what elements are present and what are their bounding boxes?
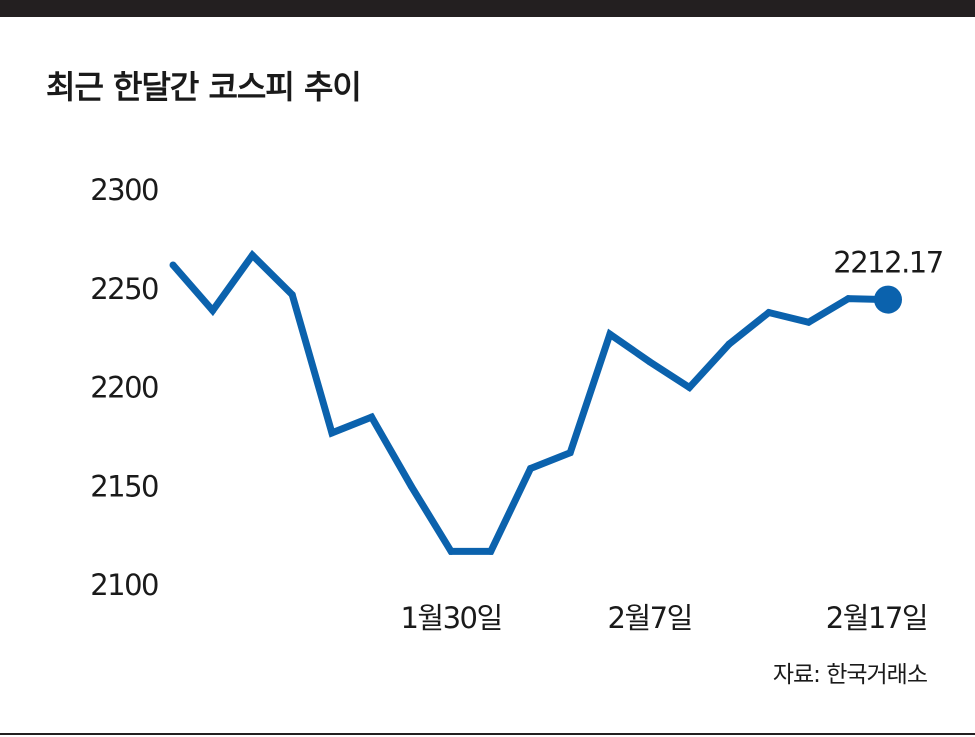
data-point xyxy=(685,384,693,391)
x-tick-label: 2월7일 xyxy=(608,601,692,635)
top-bar xyxy=(0,0,975,17)
data-point xyxy=(209,307,217,314)
source-note: 자료: 한국거래소 xyxy=(772,662,928,688)
x-tick-label: 2월17일 xyxy=(826,601,927,635)
data-point xyxy=(328,429,336,437)
chart-title: 최근 한달간 코스피 추이 xyxy=(46,68,362,106)
y-axis: 2300 2250 2200 2150 2100 xyxy=(90,173,159,602)
y-tick-label: 2250 xyxy=(90,272,158,306)
data-point xyxy=(805,318,813,326)
data-point xyxy=(725,340,733,348)
data-point xyxy=(566,449,574,457)
y-tick-label: 2100 xyxy=(90,568,158,602)
x-axis: 1월30일 2월7일 2월17일 xyxy=(400,601,928,635)
data-point xyxy=(169,261,177,269)
data-point xyxy=(527,465,534,472)
series-points xyxy=(169,251,892,555)
y-tick-label: 2300 xyxy=(90,173,158,207)
data-point xyxy=(407,482,415,490)
data-point xyxy=(487,547,495,555)
y-tick-label: 2150 xyxy=(90,469,158,503)
y-tick-label: 2200 xyxy=(90,371,158,405)
bottom-rule xyxy=(0,733,975,735)
data-point xyxy=(447,547,455,555)
data-point xyxy=(844,295,852,303)
end-value-label: 2212.17 xyxy=(833,246,942,280)
series-line xyxy=(170,249,889,555)
data-point xyxy=(765,309,773,316)
data-point xyxy=(606,330,614,338)
x-tick-label: 1월30일 xyxy=(400,601,501,635)
data-point xyxy=(368,413,376,421)
data-point xyxy=(248,251,256,259)
data-point xyxy=(288,291,296,299)
data-point xyxy=(646,358,654,366)
end-point-marker xyxy=(874,285,902,314)
